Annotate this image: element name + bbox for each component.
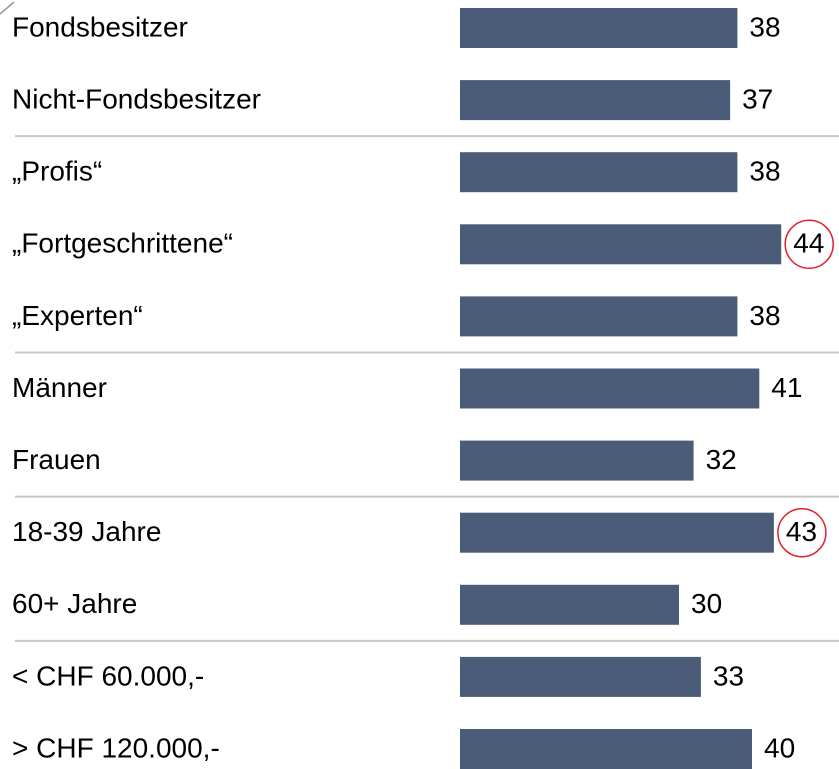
bar: [460, 729, 752, 769]
category-label: > CHF 120.000,-: [12, 732, 220, 763]
value-label: 44: [793, 228, 824, 259]
highlight-circle: [784, 219, 834, 270]
bar: [460, 224, 782, 265]
value-label: 32: [706, 444, 737, 475]
bar: [460, 656, 701, 697]
category-label: 18-39 Jahre: [12, 516, 161, 547]
value-label: 30: [691, 588, 722, 619]
value-label: 33: [713, 660, 744, 691]
bar: [460, 80, 731, 121]
category-label: Nicht-Fondsbesitzer: [12, 83, 261, 114]
category-label: „Fortgeschrittene“: [12, 228, 233, 259]
bar: [460, 512, 774, 553]
category-label: < CHF 60.000,-: [12, 660, 204, 691]
category-label: „Profis“: [12, 156, 102, 187]
bar: [460, 440, 694, 481]
category-label: Männer: [12, 372, 107, 403]
value-label: 40: [764, 732, 795, 763]
value-label: 38: [749, 156, 780, 187]
highlight-circle: [777, 507, 827, 558]
corner-decoration: [0, 1, 15, 15]
bar: [460, 296, 738, 337]
bar: [460, 584, 679, 625]
category-label: „Experten“: [12, 300, 143, 331]
value-label: 41: [771, 372, 802, 403]
bar: [460, 152, 738, 193]
category-label: 60+ Jahre: [12, 588, 137, 619]
value-label: 38: [749, 300, 780, 331]
category-label: Fondsbesitzer: [12, 11, 188, 42]
category-label: Frauen: [12, 444, 101, 475]
value-label: 43: [786, 516, 817, 547]
bar: [460, 8, 738, 48]
value-label: 38: [749, 11, 780, 42]
bar: [460, 368, 760, 409]
value-label: 37: [742, 83, 773, 114]
